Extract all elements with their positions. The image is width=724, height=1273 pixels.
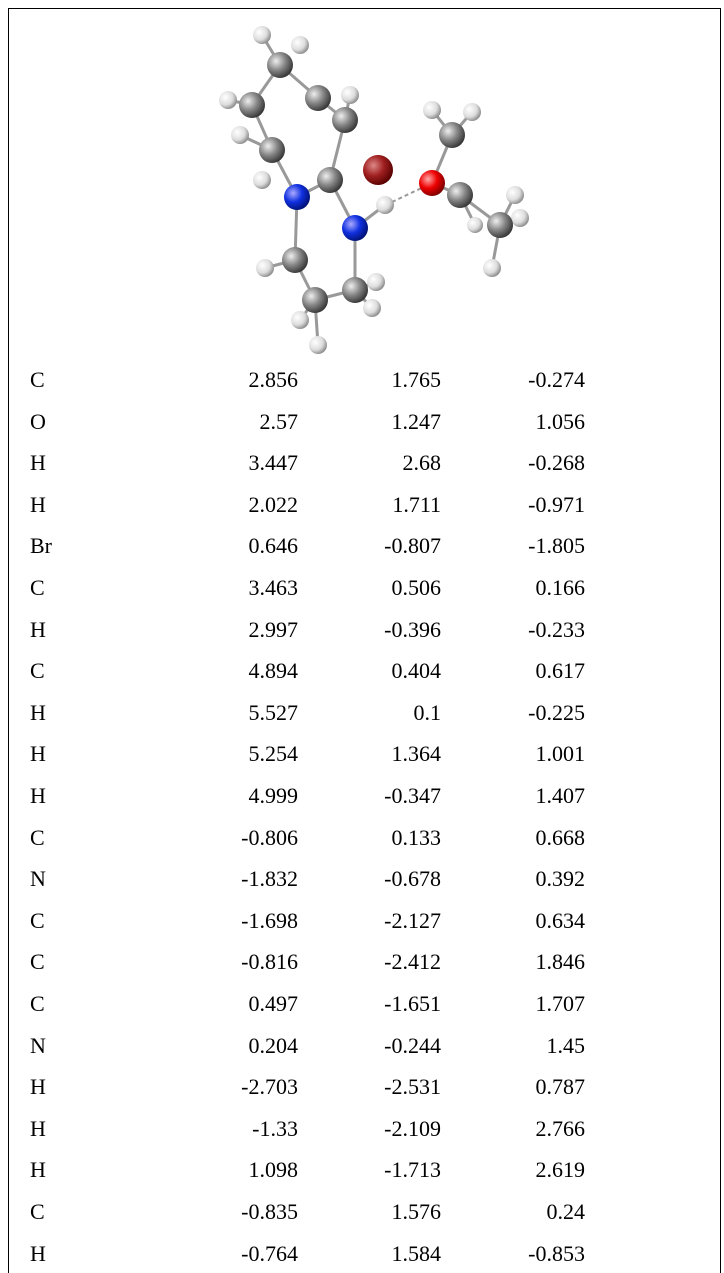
x-coordinate: 2.997 xyxy=(178,616,298,644)
y-coordinate: -2.412 xyxy=(321,948,441,976)
x-coordinate: -0.835 xyxy=(178,1198,298,1226)
z-coordinate: 1.001 xyxy=(465,740,585,768)
y-coordinate: -2.127 xyxy=(321,907,441,935)
z-coordinate: 1.407 xyxy=(465,782,585,810)
z-coordinate: 0.166 xyxy=(465,574,585,602)
z-coordinate: 0.634 xyxy=(465,907,585,935)
x-coordinate: 2.856 xyxy=(178,366,298,394)
x-coordinate: 0.646 xyxy=(178,532,298,560)
element: O xyxy=(30,408,46,436)
x-coordinate: 3.447 xyxy=(178,449,298,477)
z-coordinate: 1.846 xyxy=(465,948,585,976)
x-coordinate: 1.098 xyxy=(178,1156,298,1184)
z-coordinate: -1.805 xyxy=(465,532,585,560)
z-coordinate: -0.274 xyxy=(465,366,585,394)
element: C xyxy=(30,657,45,685)
x-coordinate: 4.999 xyxy=(178,782,298,810)
molecule-image xyxy=(0,0,724,360)
element: H xyxy=(30,1240,46,1268)
x-coordinate: 4.894 xyxy=(178,657,298,685)
y-coordinate: 0.404 xyxy=(321,657,441,685)
element: C xyxy=(30,366,45,394)
z-coordinate: 1.056 xyxy=(465,408,585,436)
y-coordinate: -0.396 xyxy=(321,616,441,644)
x-coordinate: 5.254 xyxy=(178,740,298,768)
y-coordinate: -2.109 xyxy=(321,1115,441,1143)
x-coordinate: -1.698 xyxy=(178,907,298,935)
y-coordinate: -0.244 xyxy=(321,1032,441,1060)
z-coordinate: -0.225 xyxy=(465,699,585,727)
x-coordinate: -2.703 xyxy=(178,1073,298,1101)
y-coordinate: -2.531 xyxy=(321,1073,441,1101)
x-coordinate: -0.816 xyxy=(178,948,298,976)
element: N xyxy=(30,865,46,893)
y-coordinate: 0.506 xyxy=(321,574,441,602)
element: H xyxy=(30,1073,46,1101)
x-coordinate: 5.527 xyxy=(178,699,298,727)
y-coordinate: 1.364 xyxy=(321,740,441,768)
y-coordinate: 1.584 xyxy=(321,1240,441,1268)
element: C xyxy=(30,907,45,935)
x-coordinate: -0.764 xyxy=(178,1240,298,1268)
y-coordinate: 1.765 xyxy=(321,366,441,394)
element: H xyxy=(30,699,46,727)
element: N xyxy=(30,1032,46,1060)
x-coordinate: 2.022 xyxy=(178,491,298,519)
y-coordinate: 1.247 xyxy=(321,408,441,436)
x-coordinate: -1.33 xyxy=(178,1115,298,1143)
y-coordinate: -1.713 xyxy=(321,1156,441,1184)
y-coordinate: -0.347 xyxy=(321,782,441,810)
z-coordinate: 0.392 xyxy=(465,865,585,893)
x-coordinate: -1.832 xyxy=(178,865,298,893)
y-coordinate: -0.678 xyxy=(321,865,441,893)
z-coordinate: 0.24 xyxy=(465,1198,585,1226)
element: Br xyxy=(30,532,52,560)
element: C xyxy=(30,948,45,976)
y-coordinate: 1.576 xyxy=(321,1198,441,1226)
y-coordinate: -0.807 xyxy=(321,532,441,560)
element: H xyxy=(30,616,46,644)
z-coordinate: 1.707 xyxy=(465,990,585,1018)
x-coordinate: 3.463 xyxy=(178,574,298,602)
y-coordinate: 1.711 xyxy=(321,491,441,519)
z-coordinate: -0.268 xyxy=(465,449,585,477)
z-coordinate: -0.853 xyxy=(465,1240,585,1268)
x-coordinate: 2.57 xyxy=(178,408,298,436)
y-coordinate: 0.133 xyxy=(321,824,441,852)
y-coordinate: 0.1 xyxy=(321,699,441,727)
z-coordinate: 0.787 xyxy=(465,1073,585,1101)
z-coordinate: 0.668 xyxy=(465,824,585,852)
element: H xyxy=(30,449,46,477)
x-coordinate: 0.204 xyxy=(178,1032,298,1060)
element: H xyxy=(30,1115,46,1143)
element: H xyxy=(30,740,46,768)
x-coordinate: -0.806 xyxy=(178,824,298,852)
y-coordinate: -1.651 xyxy=(321,990,441,1018)
z-coordinate: -0.233 xyxy=(465,616,585,644)
z-coordinate: 2.766 xyxy=(465,1115,585,1143)
element: H xyxy=(30,1156,46,1184)
y-coordinate: 2.68 xyxy=(321,449,441,477)
element: H xyxy=(30,491,46,519)
element: C xyxy=(30,574,45,602)
element: C xyxy=(30,990,45,1018)
element: C xyxy=(30,1198,45,1226)
z-coordinate: -0.971 xyxy=(465,491,585,519)
element: H xyxy=(30,782,46,810)
z-coordinate: 2.619 xyxy=(465,1156,585,1184)
z-coordinate: 0.617 xyxy=(465,657,585,685)
element: C xyxy=(30,824,45,852)
x-coordinate: 0.497 xyxy=(178,990,298,1018)
page: C 2.856 1.765 -0.274 O 2.57 1.247 1.056 H 3.447 2.… xyxy=(0,0,724,1273)
z-coordinate: 1.45 xyxy=(465,1032,585,1060)
